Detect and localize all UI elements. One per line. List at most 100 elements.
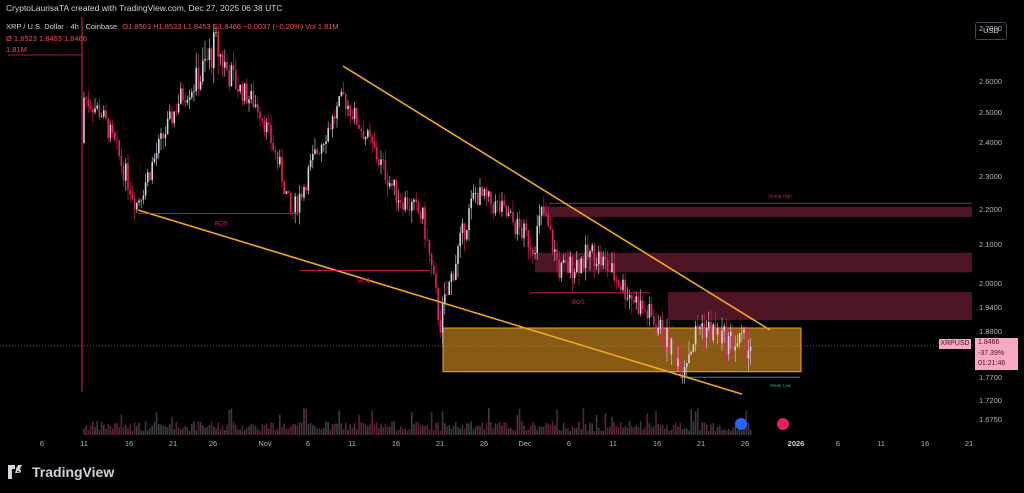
candle-body	[290, 193, 292, 213]
volume-bar	[690, 409, 692, 435]
volume-bar	[246, 427, 248, 435]
candle-body	[237, 89, 239, 92]
candle-body	[499, 202, 501, 212]
candle-body	[111, 124, 114, 133]
symbol-legend[interactable]: XRP / U.S. Dollar · 4h · Coinbase O1.850…	[6, 22, 342, 31]
time-tick: 21	[168, 439, 178, 448]
volume-bar	[424, 425, 426, 435]
volume-bar	[664, 428, 666, 435]
candle-body	[369, 130, 371, 137]
candle-body	[686, 363, 688, 368]
candle-body	[257, 104, 259, 112]
candle-body	[703, 323, 706, 338]
bos-label: BOS	[572, 300, 585, 306]
volume-bar	[606, 427, 609, 435]
candle-body	[120, 155, 123, 166]
candle-body	[611, 263, 613, 272]
candle-body	[587, 244, 589, 258]
candle-body	[650, 303, 653, 316]
volume-bar	[551, 421, 554, 435]
candle-body	[270, 124, 272, 144]
volume-bar	[334, 423, 336, 435]
time-axis[interactable]: 6 11 16 21 26 Nov 6 11 16 21 26 Dec 6 11 16 21 26 2026 6 11…	[0, 436, 975, 450]
price-tick: 1.8800	[979, 327, 1002, 336]
volume-bar	[94, 426, 96, 435]
candle-body	[716, 327, 719, 335]
legend-ohlc: O1.8503 H1.8523 L1.8453 C1.8466 −0.0037 …	[122, 22, 339, 31]
time-tick: 16	[652, 439, 662, 448]
volume-bar	[560, 430, 563, 435]
volume-bar	[281, 427, 283, 435]
volume-bar	[323, 427, 325, 435]
candle-body	[637, 296, 640, 314]
candle-body	[617, 280, 620, 287]
price-tick: 1.6750	[979, 415, 1002, 424]
candle-body	[565, 260, 567, 262]
candle-body	[419, 212, 422, 219]
volume-bar	[741, 430, 743, 435]
volume-bar	[261, 423, 263, 435]
header-credit: CryptoLaurisaTA created with TradingView…	[6, 3, 283, 13]
price-axis[interactable]: 2.7000 2.6000 2.5000 2.4000 2.3000 2.2000 2.10…	[975, 24, 1024, 440]
candle-body	[191, 92, 193, 98]
candle-body	[140, 199, 142, 201]
volume-bar	[307, 423, 310, 435]
candle-body	[415, 199, 417, 203]
candle-body	[593, 245, 596, 266]
candle-body	[483, 189, 486, 196]
candle-body	[655, 324, 657, 334]
volume-bar	[89, 425, 92, 435]
candle-body	[287, 191, 290, 194]
candle-body	[615, 280, 618, 281]
volume-bar	[677, 426, 679, 435]
volume-bar	[197, 421, 200, 435]
volume-bar	[580, 428, 582, 435]
candle-body	[501, 200, 503, 212]
volume-bar	[642, 429, 644, 435]
candle-body	[688, 354, 690, 364]
candle-body	[514, 222, 516, 235]
volume-bar	[384, 423, 387, 435]
volume-bar	[569, 430, 571, 435]
volume-bar	[527, 429, 530, 435]
volume-bar	[521, 421, 523, 435]
volume-bar	[162, 425, 164, 435]
candle-body	[540, 206, 543, 216]
candle-body	[243, 83, 246, 101]
candle-body	[461, 223, 464, 233]
volume-bar	[507, 428, 510, 435]
volume-bar	[675, 422, 677, 435]
candle-body	[327, 128, 329, 142]
volume-bar	[461, 425, 464, 435]
volume-bar	[202, 425, 204, 435]
volume-bar	[672, 424, 675, 435]
volume-bar	[591, 423, 593, 435]
volume-bar	[637, 426, 640, 435]
volume-bar	[525, 430, 527, 435]
candle-body	[620, 286, 622, 291]
volume-bar	[380, 424, 382, 435]
candle-body	[213, 32, 215, 68]
candle-body	[496, 201, 499, 203]
volume-bar	[215, 428, 217, 435]
candle-body	[661, 319, 664, 343]
volume-bar	[749, 429, 752, 435]
volume-bar	[151, 425, 153, 435]
price-chart[interactable]: BOS BOS BOS Strong High Weak Low	[0, 17, 975, 437]
volume-bar	[626, 427, 629, 435]
candle-body	[83, 97, 85, 143]
candle-body	[677, 358, 679, 367]
candle-body	[98, 105, 101, 117]
chart-header: CryptoLaurisaTA created with TradingView…	[0, 0, 1024, 17]
candle-body	[301, 193, 303, 198]
chart-annotations: BOS BOS BOS Strong High Weak Low	[215, 193, 792, 430]
volume-bar	[681, 429, 684, 435]
candle-body	[600, 251, 602, 266]
currency-button[interactable]: USD	[975, 22, 1007, 40]
volume-bar	[329, 429, 332, 435]
price-tick: 2.4000	[979, 138, 1002, 147]
candle-body	[444, 294, 446, 304]
trendlines	[0, 65, 975, 395]
candle-body	[367, 130, 369, 138]
volume-bar	[611, 416, 613, 435]
